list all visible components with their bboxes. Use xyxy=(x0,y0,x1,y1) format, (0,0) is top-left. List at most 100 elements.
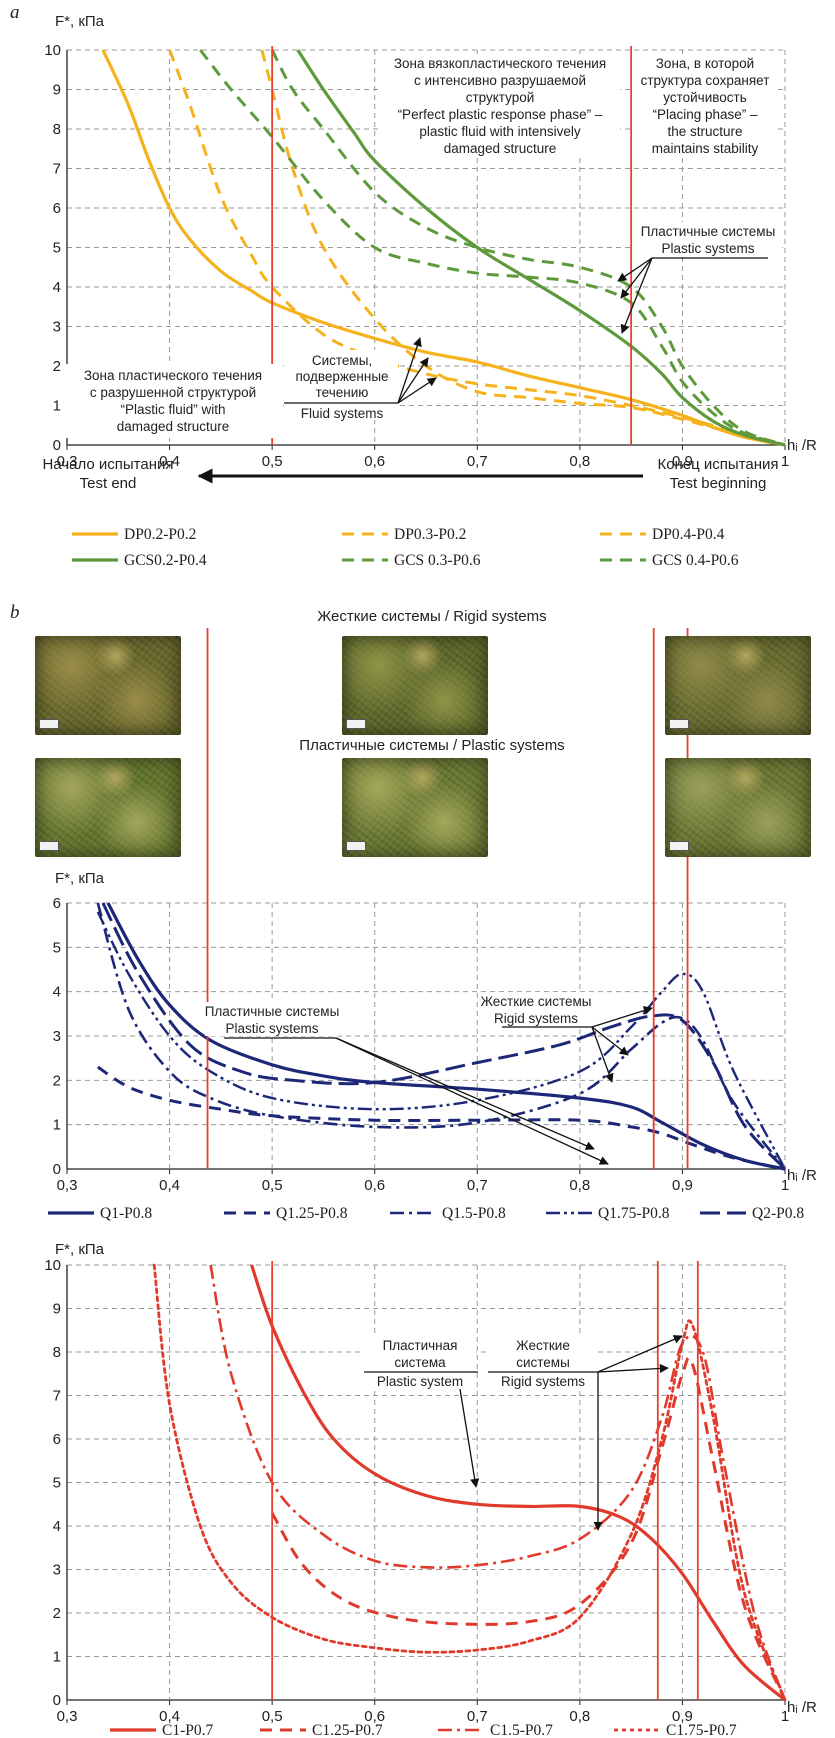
scale-bar xyxy=(669,719,689,729)
fluid-line-3: течению xyxy=(316,385,369,400)
legend-label: GCS0.2-P0.4 xyxy=(124,552,207,569)
y-tick-label: 2 xyxy=(53,358,61,375)
rigid-b2-line-3: Rigid systems xyxy=(501,1374,585,1389)
legend-item: Q2-P0.8 xyxy=(700,1205,804,1222)
y-tick-label: 5 xyxy=(53,939,61,956)
zone-left-line-2: с разрушенной структурой xyxy=(90,385,256,400)
legend-item: Q1.75-P0.8 xyxy=(546,1205,670,1222)
series-line-DP0.4-P0.4 xyxy=(260,49,786,447)
x-tick-label: 0,8 xyxy=(569,453,590,470)
legend-item: GCS 0.3-P0.6 xyxy=(342,552,481,569)
direction-left-en: Test end xyxy=(80,475,137,492)
rigid-b1-arrow-3 xyxy=(591,1026,614,1083)
y-tick-label: 3 xyxy=(53,1028,61,1045)
series-line-C1-P0.7 xyxy=(250,1264,787,1702)
legend-label: DP0.3-P0.2 xyxy=(394,526,466,543)
rigid-b2-arrow-1 xyxy=(597,1335,683,1373)
zone-mid-line-4: “Perfect plastic response phase” – xyxy=(398,107,603,122)
chart-a-xlabel: hᵢ /R xyxy=(787,437,817,454)
y-tick-label: 8 xyxy=(53,121,61,138)
chart-a: 0 1 2 3 4 5 6 7 8 9 10 0,3 0,4 0,5 0,6 0,7 0,8 0,9 1 F*, к… xyxy=(42,13,817,569)
chart-a-ylabel: F*, кПа xyxy=(55,13,105,30)
rigid-systems-annotation-b1: Жесткие системы Rigid systems xyxy=(480,992,653,1083)
chart-a-series xyxy=(101,49,786,447)
plastic-b1-line-2: Plastic systems xyxy=(225,1021,318,1036)
legend-item: Q1.5-P0.8 xyxy=(390,1205,506,1222)
y-tick-label: 10 xyxy=(44,42,61,59)
chart-b2-legend: C1-P0.7 C1.25-P0.7 C1.5-P0.7 C1.75-P0.7 xyxy=(110,1722,737,1738)
series-line-C1.5-P0.7 xyxy=(209,1264,787,1701)
y-tick-label: 2 xyxy=(53,1605,61,1622)
y-tick-label: 0 xyxy=(53,1161,61,1178)
series-line-GCS-0.4-P0.6 xyxy=(270,49,786,447)
x-tick-label: 1 xyxy=(781,1708,789,1725)
x-tick-label: 0,3 xyxy=(57,1177,78,1194)
zone-right-line-5: the structure xyxy=(667,124,742,139)
zone-left-line-3: “Plastic fluid” with xyxy=(120,402,225,417)
x-tick-label: 0,8 xyxy=(569,1708,590,1725)
rigid-b2-arrow-2 xyxy=(597,1363,669,1374)
y-tick-label: 7 xyxy=(53,161,61,178)
x-tick-label: 1 xyxy=(781,1177,789,1194)
fluid-arrow-2 xyxy=(397,357,429,404)
series-line-DP0.3-P0.2 xyxy=(168,49,786,447)
series-line-C1.25-P0.7 xyxy=(270,1356,787,1701)
legend-item: C1.75-P0.7 xyxy=(614,1722,737,1738)
plastic-b2-arrow xyxy=(459,1388,480,1488)
plastic-b1-arrow-1 xyxy=(335,1037,595,1150)
plastic-a-line-2: Plastic systems xyxy=(661,241,754,256)
chart-a-ticks: 0 1 2 3 4 5 6 7 8 9 10 0,3 0,4 0,5 0,6 0,7 0,8 0,9 1 xyxy=(44,42,789,470)
y-tick-label: 2 xyxy=(53,1072,61,1089)
rigid-b2-line-1: Жесткие xyxy=(516,1338,570,1353)
plastic-system-annotation-b2: Пластичная система Plastic system xyxy=(364,1336,480,1488)
direction-right-ru: Конец испытания xyxy=(657,456,778,473)
plastic-systems-annotation-a: Пластичные системы Plastic systems xyxy=(617,222,782,334)
zone-right-line-4: “Placing phase” – xyxy=(652,107,758,122)
fluid-arrow-3 xyxy=(397,377,437,404)
rigid-b1-arrow-2 xyxy=(591,1026,629,1056)
legend-item: GCS0.2-P0.4 xyxy=(72,552,207,569)
zone-mid-line-2: с интенсивно разрушаемой xyxy=(414,73,586,88)
legend-label: Q1.75-P0.8 xyxy=(598,1205,670,1222)
direction-left-ru: Начало испытания xyxy=(42,456,173,473)
panel-label-a: a xyxy=(10,2,20,23)
photo-rigid-1 xyxy=(35,636,181,735)
chart-b1-series xyxy=(96,902,787,1171)
legend-item: DP0.3-P0.2 xyxy=(342,526,466,543)
rigid-systems-annotation-b2: Жесткие системы Rigid systems xyxy=(488,1335,683,1531)
legend-label: DP0.2-P0.2 xyxy=(124,526,196,543)
y-tick-label: 0 xyxy=(53,1692,61,1709)
legend-item: Q1.25-P0.8 xyxy=(224,1205,348,1222)
x-tick-label: 0,4 xyxy=(159,1708,180,1725)
plastic-a-line-1: Пластичные системы xyxy=(641,224,776,239)
y-tick-label: 4 xyxy=(53,1518,61,1535)
zone-mid-line-1: Зона вязкопластического течения xyxy=(394,56,606,71)
legend-item: C1-P0.7 xyxy=(110,1722,213,1738)
scale-bar xyxy=(669,841,689,851)
series-line-Q2-P0.8 xyxy=(101,902,787,1171)
x-tick-label: 0,4 xyxy=(159,453,180,470)
legend-label: C1.25-P0.7 xyxy=(312,1722,383,1738)
chart-a-legend: DP0.2-P0.2 DP0.3-P0.2 DP0.4-P0.4 GCS0.2-P0.… xyxy=(72,526,739,569)
y-tick-label: 6 xyxy=(53,200,61,217)
photo-plastic-2 xyxy=(342,758,488,857)
x-tick-label: 0,5 xyxy=(262,1708,283,1725)
chart-b2-series xyxy=(152,1263,787,1702)
legend-item: C1.25-P0.7 xyxy=(260,1722,383,1738)
y-tick-label: 1 xyxy=(53,1649,61,1666)
x-tick-label: 0,9 xyxy=(672,1177,693,1194)
zone-left-line-4: damaged structure xyxy=(117,419,230,434)
chart-b2-ticks: 0 1 2 3 4 5 6 7 8 9 10 0,3 0,4 0,5 0,6 0,7 0,8 0,9 1 xyxy=(44,1257,789,1725)
x-tick-label: 0,9 xyxy=(672,453,693,470)
chart-b2-grid xyxy=(66,1264,786,1705)
zone-right-annotation: Зона, в которой структура сохраняет усто… xyxy=(632,54,778,156)
legend-label: C1-P0.7 xyxy=(162,1722,213,1738)
zone-right-line-6: maintains stability xyxy=(652,141,759,156)
zone-left-annotation: Зона пластического течения с разрушенной… xyxy=(66,364,280,438)
legend-item: Q1-P0.8 xyxy=(48,1205,152,1222)
x-tick-label: 0,7 xyxy=(467,453,488,470)
fluid-systems-annotation: Системы, подверженные течению Fluid syst… xyxy=(284,337,437,421)
plastic-a-arrow-1 xyxy=(617,257,653,282)
x-tick-label: 0,5 xyxy=(262,453,283,470)
